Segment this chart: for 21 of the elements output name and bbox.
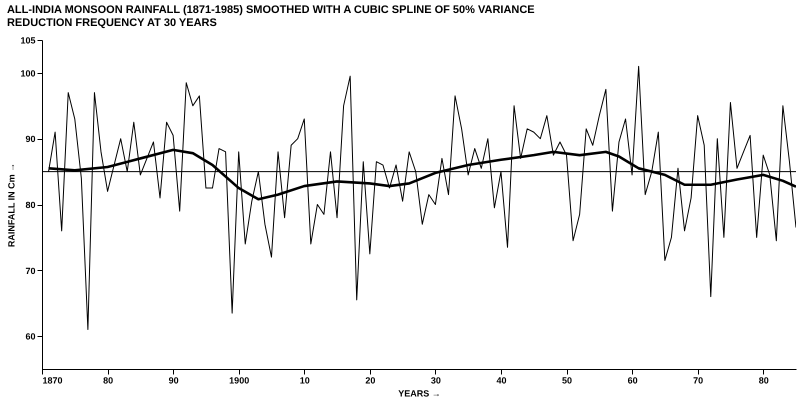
y-tick-label: 60 (25, 332, 36, 342)
x-axis-title: YEARS → (398, 388, 441, 398)
x-tick-label: 80 (758, 376, 769, 386)
y-axis-title: RAINFALL IN Cm → (6, 162, 16, 248)
x-tick-label: 20 (365, 376, 376, 386)
x-tick-label: 30 (430, 376, 441, 386)
x-tick-label: 90 (168, 376, 179, 386)
x-tick-label: 80 (103, 376, 114, 386)
x-tick-label: 10 (300, 376, 310, 386)
chart-title: ALL-INDIA MONSOON RAINFALL (1871-1985) SMOOTHED WITH A CUBIC SPLINE OF 50% VARIANCE REDUCTION FREQUENCY AT 30 YEARS (6, 4, 535, 29)
x-tick-label: 1870 (42, 376, 63, 386)
x-tick-label: 40 (496, 376, 506, 386)
y-tick-label: 70 (25, 266, 36, 276)
x-tick-label: 60 (628, 376, 638, 386)
y-tick-label: 90 (25, 134, 36, 144)
y-tick-label: 80 (25, 200, 36, 210)
x-tick-label: 50 (562, 376, 572, 386)
y-tick-label: 100 (20, 68, 36, 78)
x-tick-label: 70 (693, 376, 704, 386)
x-tick-label: 1900 (229, 376, 250, 386)
y-tick-label: 105 (20, 36, 36, 46)
